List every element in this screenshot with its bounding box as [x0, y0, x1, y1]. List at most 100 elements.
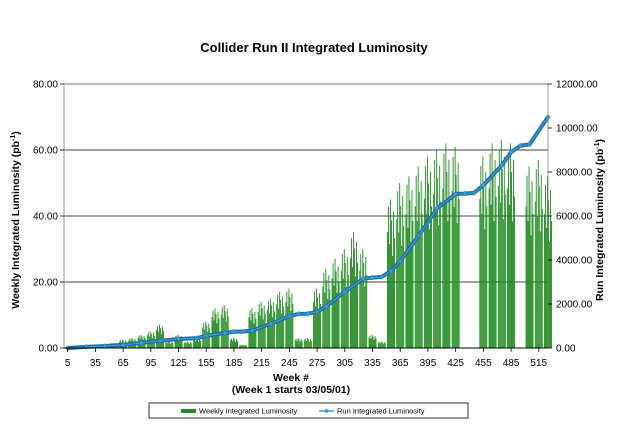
weekly-bar-26 — [303, 338, 312, 348]
run-point-23 — [388, 268, 394, 274]
y-right-ticks: 0.00 2000.00 4000.00 6000.00 8000.00 10000.00… — [548, 80, 598, 355]
weekly-bar-33 — [368, 334, 377, 348]
y-left-tick-label-2: 40.00 — [33, 212, 58, 223]
run-point-22 — [378, 274, 385, 280]
weekly-bars — [72, 140, 552, 348]
run-point-15 — [295, 311, 302, 317]
legend: Weekly Integrated Luminosity Run Integra… — [148, 402, 469, 419]
run-point-25 — [415, 232, 422, 239]
y-left-axis-label: Weekly Integrated Luminosity (pb-1) — [10, 131, 22, 309]
weekly-bar-16 — [211, 308, 220, 348]
run-point-11 — [240, 328, 247, 335]
weekly-bar-10 — [156, 324, 165, 348]
run-point-2 — [101, 343, 108, 349]
legend-label-run: Run Integrated Luminosity — [337, 407, 425, 416]
run-point-14 — [286, 313, 293, 319]
run-point-32 — [508, 149, 514, 156]
y-left-tick-label-1: 20.00 — [33, 278, 58, 289]
x-tick-label-10: 305 — [336, 358, 353, 369]
run-point-10 — [231, 328, 237, 335]
weekly-bar-38 — [414, 166, 423, 348]
y-right-label-sup: -1 — [594, 142, 601, 148]
x-axis-note: (Week 1 starts 03/05/01) — [232, 384, 350, 396]
weekly-bar-45 — [479, 156, 488, 348]
weekly-bar-32 — [359, 249, 368, 348]
y-right-tick-label-5: 10000.00 — [556, 124, 598, 135]
y-right-tick-label-3: 6000.00 — [556, 212, 593, 223]
run-point-21 — [369, 274, 376, 281]
y-left-label-text: Weekly Integrated Luminosity (pb — [10, 141, 22, 309]
run-point-18 — [323, 303, 330, 310]
weekly-bar-51 — [534, 159, 543, 348]
weekly-bar-31 — [350, 232, 358, 348]
run-point-24 — [397, 258, 404, 264]
weekly-bar-52 — [544, 176, 552, 348]
run-line — [64, 114, 551, 351]
x-tick-label-14: 425 — [447, 358, 464, 369]
run-point-9 — [221, 330, 228, 336]
run-point-4 — [138, 340, 145, 346]
x-tick-label-0: 5 — [65, 358, 71, 369]
run-point-16 — [304, 310, 311, 317]
x-tick-label-8: 245 — [281, 358, 298, 369]
run-point-19 — [341, 289, 348, 295]
x-tick-label-12: 365 — [392, 358, 409, 369]
x-tick-label-7: 215 — [253, 358, 270, 369]
weekly-bar-18 — [230, 338, 238, 348]
x-tick-label-16: 485 — [503, 358, 520, 369]
y-left-label-sup: -1 — [10, 135, 17, 141]
weekly-bar-42 — [451, 146, 460, 348]
run-point-5 — [157, 337, 163, 344]
run-point-3 — [120, 342, 126, 348]
weekly-bar-37 — [405, 176, 414, 348]
x-tick-label-13: 395 — [420, 358, 437, 369]
x-tick-label-15: 455 — [475, 358, 492, 369]
run-point-17 — [314, 309, 320, 315]
weekly-bar-13 — [183, 341, 192, 348]
y-right-label-close: ) — [594, 139, 606, 143]
y-right-axis-label: Run Integrated Luminosity (pb-1) — [594, 139, 606, 301]
weekly-bar-34 — [377, 341, 386, 348]
x-tick-label-6: 185 — [226, 358, 243, 369]
weekly-bar-11 — [165, 341, 174, 348]
chart-title: Collider Run II Integrated Luminosity — [200, 40, 428, 55]
x-axis-label: Week # — [273, 372, 309, 384]
run-point-26 — [434, 205, 441, 212]
weekly-bar-39 — [423, 156, 432, 348]
run-point-7 — [194, 335, 200, 341]
weekly-bar-17 — [220, 305, 229, 348]
x-tick-label-1: 35 — [90, 358, 102, 369]
y-right-tick-label-4: 8000.00 — [556, 168, 593, 179]
y-left-label-close: ) — [10, 131, 22, 135]
x-tick-label-11: 335 — [364, 358, 381, 369]
weekly-bar-35 — [387, 199, 395, 348]
legend-box — [148, 402, 469, 419]
legend-marker-run — [324, 408, 329, 414]
run-point-28 — [462, 190, 468, 197]
y-right-tick-label-2: 4000.00 — [556, 256, 593, 267]
weekly-bar-27 — [313, 288, 322, 348]
run-point-8 — [203, 333, 210, 339]
run-point-31 — [498, 162, 505, 169]
y-left-tick-label-3: 60.00 — [33, 146, 58, 157]
legend-label-weekly: Weekly Integrated Luminosity — [199, 407, 297, 416]
y-left-tick-label-0: 0.00 — [39, 344, 59, 355]
run-point-12 — [249, 327, 256, 334]
x-tick-label-9: 275 — [309, 358, 326, 369]
y-left-tick-label-4: 80.00 — [33, 80, 58, 91]
grid-lines — [64, 83, 548, 349]
weekly-bar-50 — [525, 166, 534, 348]
run-point-20 — [360, 275, 367, 282]
x-tick-label-17: 515 — [530, 358, 547, 369]
weekly-bar-40 — [433, 150, 442, 348]
x-tick-label-2: 65 — [118, 358, 130, 369]
run-point-13 — [268, 320, 274, 327]
x-tick-label-4: 125 — [170, 358, 187, 369]
y-right-tick-label-0: 0.00 — [556, 344, 576, 355]
run-point-34 — [526, 141, 533, 148]
weekly-bar-41 — [442, 143, 451, 348]
x-ticks: 5 35 65 95 125 155 185 215 245 275 305 335 365 395 425… — [65, 348, 548, 369]
run-point-29 — [471, 190, 477, 196]
